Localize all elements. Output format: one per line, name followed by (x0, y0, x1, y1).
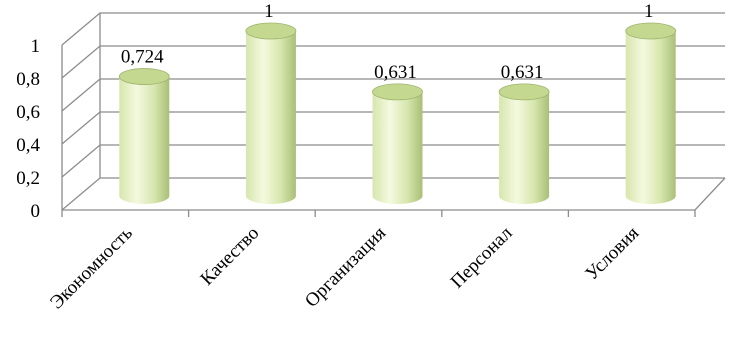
y-tick-label: 0,4 (16, 135, 40, 156)
grid-lines (61, 12, 726, 217)
y-tick-label: 1 (31, 36, 41, 57)
category-label: Экономность (46, 222, 137, 313)
y-tick-label: 0 (31, 201, 41, 222)
y-tick-label: 0,6 (16, 102, 40, 123)
bars (118, 22, 677, 204)
category-label: Персонал (447, 222, 517, 292)
gridline (61, 12, 725, 46)
bar (245, 22, 297, 204)
bar (372, 83, 423, 204)
data-label: 0,631 (501, 62, 544, 83)
bar (498, 83, 550, 204)
bar (118, 68, 170, 204)
category-label: Качество (197, 223, 264, 290)
y-tick-label: 0,8 (16, 69, 40, 90)
category-label: Организация (301, 223, 390, 312)
data-labels: 0,724 1 0,631 0,631 1 (121, 1, 654, 83)
data-label: 1 (644, 1, 654, 22)
y-tick-label: 0,2 (16, 168, 40, 189)
data-label: 0,631 (374, 62, 417, 83)
bar (625, 22, 677, 204)
y-axis-ticks: 0 0,2 0,4 0,6 0,8 1 (16, 36, 40, 222)
category-label: Условия (581, 223, 643, 285)
data-label: 0,724 (121, 47, 164, 68)
category-labels: Экономность Качество Организация Персонал Ус… (46, 222, 643, 313)
data-label: 1 (264, 1, 274, 22)
